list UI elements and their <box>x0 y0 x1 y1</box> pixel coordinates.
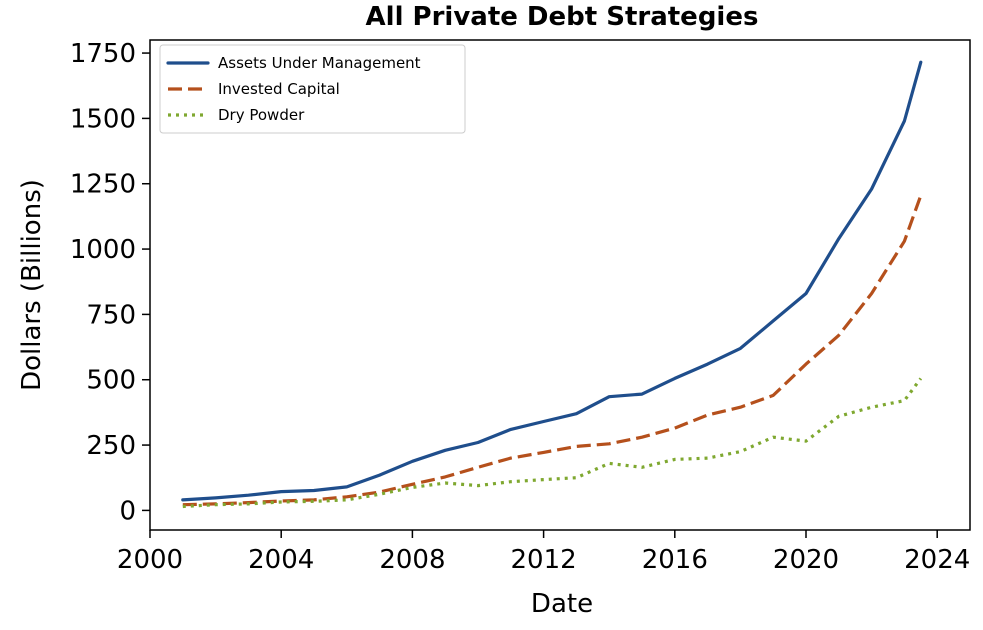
legend-label: Assets Under Management <box>218 54 421 72</box>
plot-area-frame <box>149 39 971 531</box>
series-line-dry-powder <box>182 377 923 509</box>
legend-items: Assets Under Management Invested Capital D… <box>166 54 421 124</box>
legend-box <box>159 44 466 134</box>
x-tick-label: 2012 <box>511 545 577 575</box>
x-tick-label: 2008 <box>379 545 445 575</box>
series-line-assets-under-management <box>181 60 923 502</box>
legend: Assets Under Management Invested Capital D… <box>159 44 466 134</box>
y-tick-label: 1000 <box>70 235 136 265</box>
legend-label: Dry Powder <box>218 106 305 124</box>
series-line-invested-capital <box>182 194 923 507</box>
y-tick-label: 750 <box>86 300 136 330</box>
y-tick-label: 500 <box>86 366 136 396</box>
x-tick-label: 2004 <box>248 545 314 575</box>
axis-ticks: 2000 2004 2008 2012 2016 2020 2024 0 250 500 750 10… <box>70 39 970 575</box>
y-axis-label: Dollars (Billions) <box>17 179 47 391</box>
chart-title: All Private Debt Strategies <box>366 2 759 32</box>
x-tick-label: 2000 <box>117 545 183 575</box>
y-tick-label: 0 <box>119 496 136 526</box>
legend-label: Invested Capital <box>218 80 340 98</box>
x-tick-label: 2016 <box>642 545 708 575</box>
y-tick-label: 1250 <box>70 170 136 200</box>
series-lines <box>181 60 923 509</box>
x-axis-label: Date <box>531 589 593 619</box>
y-tick-label: 1750 <box>70 39 136 69</box>
y-tick-label: 250 <box>86 431 136 461</box>
x-tick-label: 2020 <box>773 545 839 575</box>
y-tick-label: 1500 <box>70 104 136 134</box>
x-tick-label: 2024 <box>904 545 970 575</box>
